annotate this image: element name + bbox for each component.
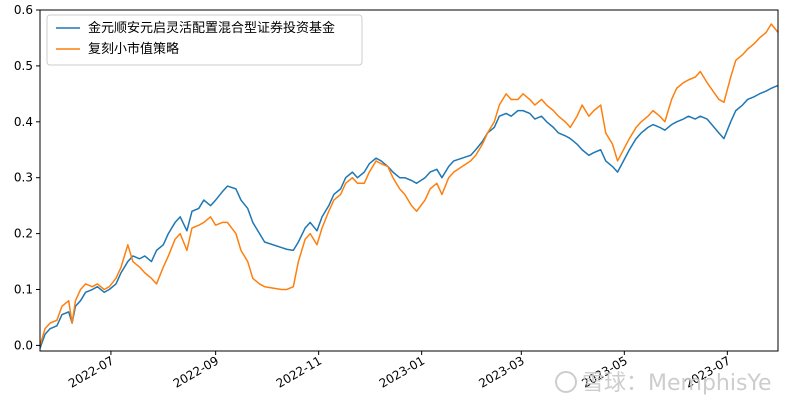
- y-tick-label: 0.2: [14, 227, 33, 241]
- y-tick-label: 0.4: [14, 115, 33, 129]
- series-layer: [40, 23, 778, 349]
- y-tick-label: 0.0: [14, 338, 33, 352]
- y-tick-label: 0.6: [14, 3, 33, 17]
- watermark: 雪球：MemphisYe: [555, 371, 771, 396]
- y-tick-label: 0.3: [14, 171, 33, 185]
- plot-area-frame: [39, 9, 779, 352]
- legend-label-strategy: 复刻小市值策略: [88, 41, 179, 57]
- legend: 金元顺安元启灵活配置混合型证券投资基金 复刻小市值策略: [46, 14, 363, 66]
- legend-label-fund: 金元顺安元启灵活配置混合型证券投资基金: [88, 20, 335, 36]
- y-axis-ticks: 0.0 0.1 0.2 0.3 0.4 0.5 0.6: [14, 3, 40, 352]
- legend-box: [46, 14, 363, 66]
- watermark-text: 雪球：MemphisYe: [582, 371, 771, 396]
- y-tick-label: 0.5: [14, 59, 33, 73]
- watermark-logo-icon: [555, 371, 577, 393]
- series-line-strategy: [40, 23, 778, 346]
- series-line-fund: [40, 84, 778, 349]
- y-tick-label: 0.1: [14, 283, 33, 297]
